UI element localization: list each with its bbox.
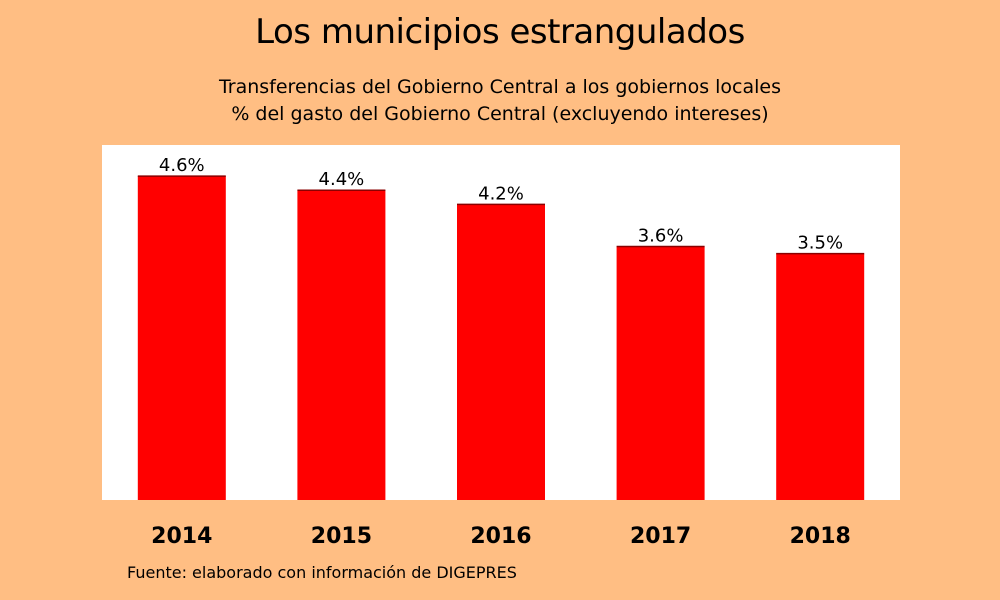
data-label-2014: 4.6% — [159, 155, 205, 176]
chart-subtitle-line2: % del gasto del Gobierno Central (excluy… — [231, 103, 769, 125]
x-tick-label-2015: 2015 — [311, 524, 372, 549]
bar-2016 — [457, 204, 545, 500]
data-label-2017: 3.6% — [638, 226, 684, 247]
chart-title: Los municipios estrangulados — [255, 12, 745, 52]
x-tick-label-2017: 2017 — [630, 524, 691, 549]
data-label-2015: 4.4% — [319, 169, 365, 190]
chart-subtitle-line1: Transferencias del Gobierno Central a lo… — [218, 76, 782, 98]
data-label-2018: 3.5% — [797, 233, 843, 254]
bar-2014 — [137, 176, 226, 500]
x-tick-label-2014: 2014 — [151, 524, 212, 549]
x-tick-label-2016: 2016 — [470, 524, 531, 549]
bar-2018 — [776, 253, 865, 500]
source-note: Fuente: elaborado con información de DIG… — [127, 563, 517, 582]
bar-2015 — [297, 190, 386, 501]
data-label-2016: 4.2% — [478, 183, 524, 204]
bar-2017 — [616, 246, 705, 500]
x-tick-label-2018: 2018 — [790, 524, 851, 549]
